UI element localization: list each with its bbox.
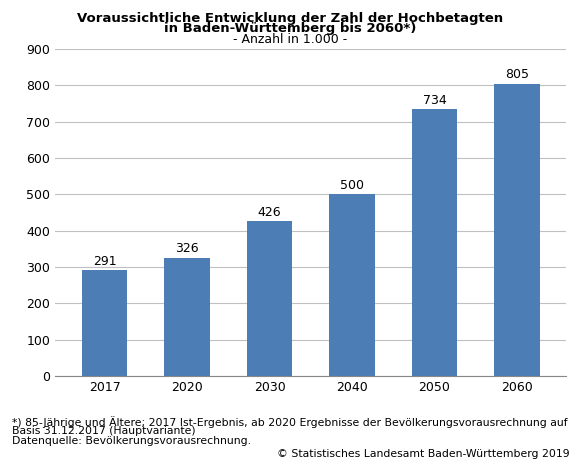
Bar [412, 109, 457, 376]
Text: 291: 291 [93, 255, 116, 268]
Text: 326: 326 [175, 242, 199, 255]
Bar [82, 270, 127, 376]
Text: - Anzahl in 1.000 -: - Anzahl in 1.000 - [234, 33, 347, 46]
Bar [494, 84, 540, 376]
Text: 500: 500 [340, 179, 364, 192]
Bar [247, 221, 292, 376]
Bar [329, 194, 375, 376]
Bar [164, 257, 210, 376]
Text: Voraussichtliche Entwicklung der Zahl der Hochbetagten: Voraussichtliche Entwicklung der Zahl de… [77, 12, 504, 25]
Text: 426: 426 [258, 205, 281, 219]
Text: Basis 31.12.2017 (Hauptvariante): Basis 31.12.2017 (Hauptvariante) [12, 426, 195, 436]
Text: 805: 805 [505, 68, 529, 81]
Text: © Statistisches Landesamt Baden-Württemberg 2019: © Statistisches Landesamt Baden-Württemb… [277, 449, 569, 459]
Text: 734: 734 [422, 94, 446, 107]
Text: in Baden-Württemberg bis 2060*): in Baden-Württemberg bis 2060*) [164, 22, 417, 35]
Text: *) 85-Jährige und Ältere; 2017 Ist-Ergebnis, ab 2020 Ergebnisse der Bevölkerungs: *) 85-Jährige und Ältere; 2017 Ist-Ergeb… [12, 416, 567, 427]
Text: Datenquelle: Bevölkerungsvorausrechnung.: Datenquelle: Bevölkerungsvorausrechnung. [12, 436, 250, 446]
